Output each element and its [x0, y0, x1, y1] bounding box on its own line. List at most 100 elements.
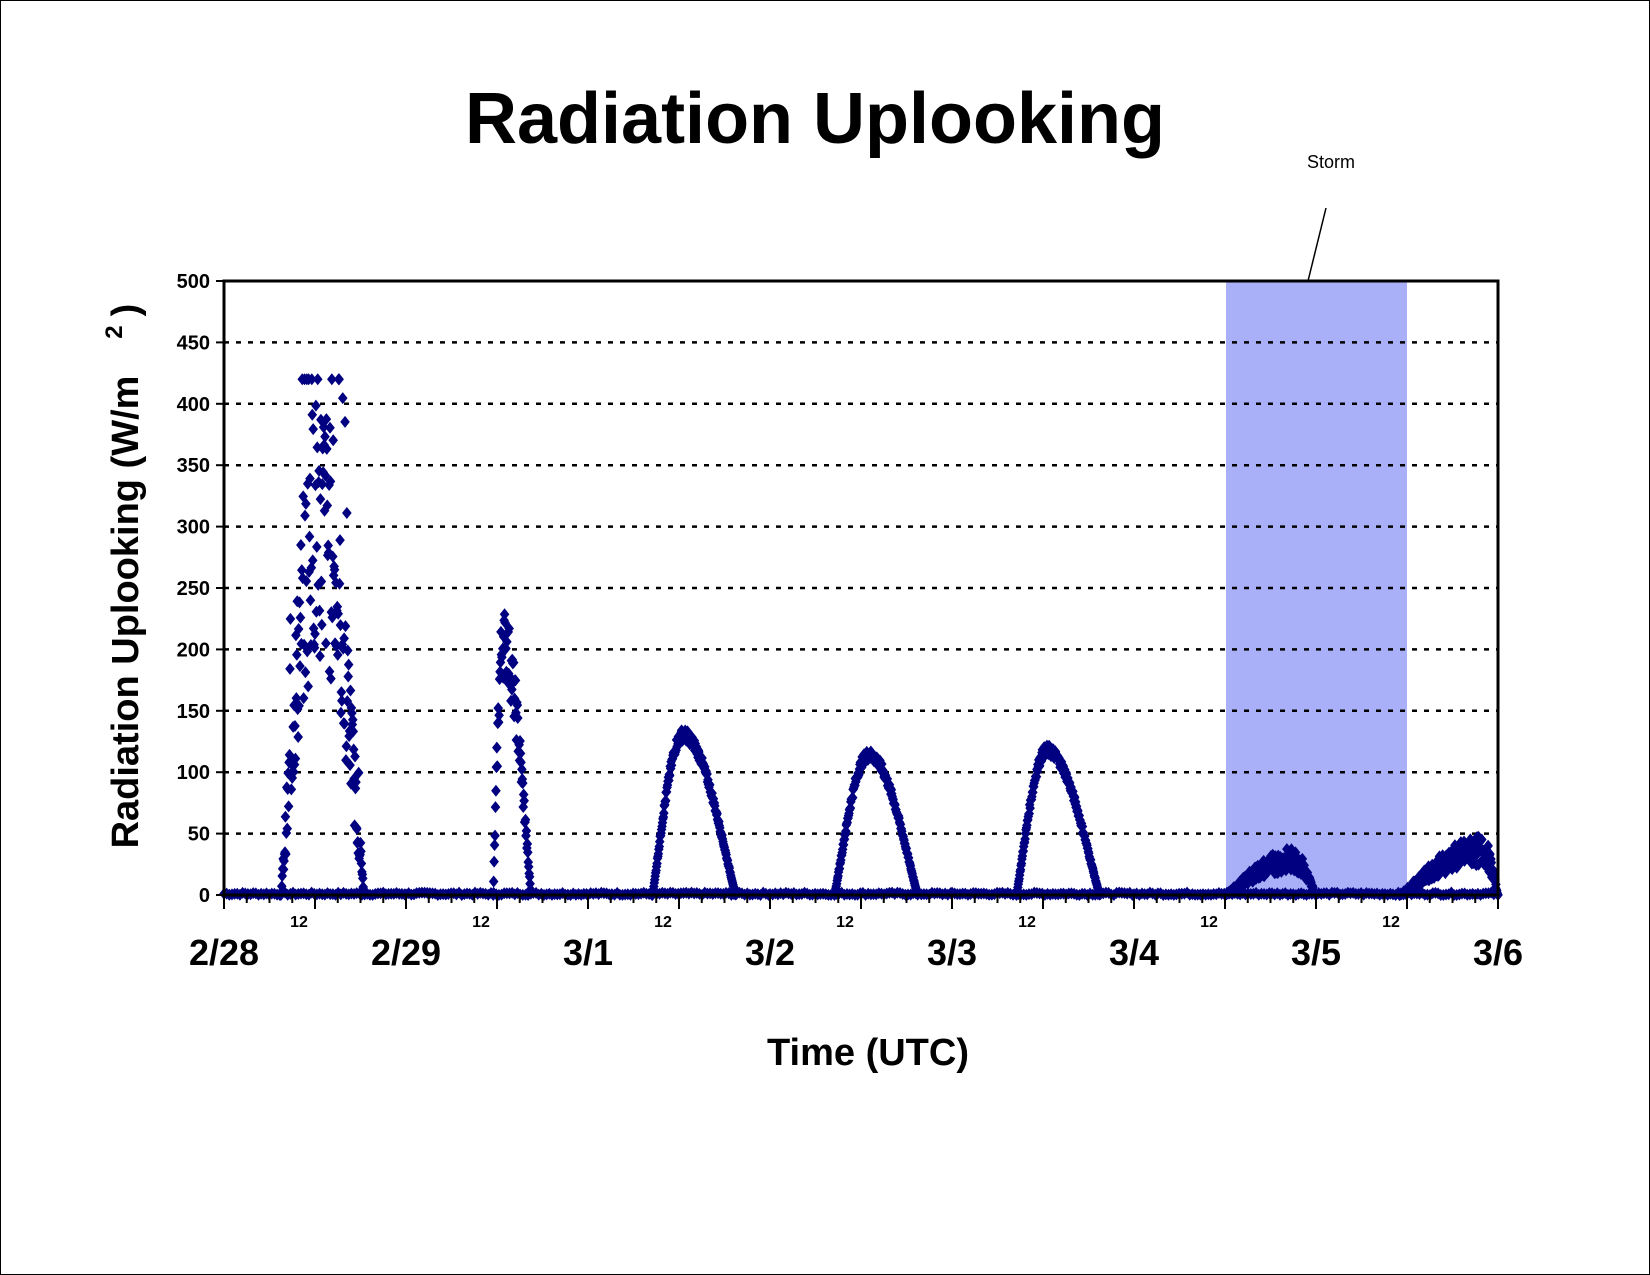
x-date-label: 3/3: [927, 932, 977, 973]
data-point: [348, 725, 359, 738]
data-point: [517, 777, 528, 790]
data-point: [521, 824, 532, 837]
data-point: [322, 499, 333, 512]
data-point: [512, 699, 523, 712]
data-point: [323, 546, 334, 559]
data-point: [307, 408, 318, 421]
data-point: [338, 642, 349, 655]
data-point: [351, 776, 361, 789]
data-point: [277, 870, 288, 883]
data-point: [285, 612, 296, 625]
data-point: [350, 750, 360, 763]
y-tick-label: 450: [177, 332, 210, 354]
data-point: [508, 656, 519, 669]
y-tick-label: 200: [177, 639, 210, 661]
data-point: [328, 434, 338, 447]
y-tick-label: 50: [188, 824, 210, 846]
data-point: [489, 838, 500, 851]
data-point: [493, 716, 504, 729]
data-point: [318, 421, 329, 434]
data-point: [296, 539, 306, 552]
data-point: [489, 855, 499, 868]
x-hour-label: 12: [836, 914, 854, 931]
data-point: [317, 478, 328, 491]
y-axis-label-close: ): [105, 304, 147, 317]
x-date-label: 3/2: [745, 932, 795, 973]
data-point: [523, 860, 534, 873]
data-point: [285, 662, 295, 675]
storm-annotation: Storm: [1307, 152, 1355, 172]
data-point: [321, 413, 332, 426]
y-tick-label: 350: [177, 455, 210, 477]
data-point: [871, 751, 882, 764]
data-point: [282, 822, 293, 835]
y-tick-label: 400: [177, 394, 210, 416]
data-point: [317, 618, 327, 631]
data-point: [329, 563, 340, 576]
data-point: [340, 415, 350, 428]
data-point: [687, 731, 697, 744]
data-point: [316, 575, 327, 588]
data-point: [1025, 802, 1035, 815]
data-point: [312, 373, 323, 386]
data-point: [488, 875, 499, 888]
data-point: [497, 651, 507, 664]
data-point: [347, 713, 358, 726]
data-point: [301, 575, 312, 588]
data-point: [659, 807, 669, 820]
data-point: [337, 392, 348, 405]
data-point: [704, 778, 715, 791]
data-point: [284, 748, 295, 761]
data-point: [312, 441, 323, 454]
data-point: [280, 810, 291, 823]
data-point: [325, 475, 336, 488]
data-point: [307, 554, 318, 567]
data-point: [342, 695, 353, 708]
x-date-label: 3/6: [1473, 932, 1523, 973]
x-date-label: 2/29: [371, 932, 441, 973]
x-axis-label: Time (UTC): [767, 1032, 969, 1074]
data-point: [303, 680, 313, 693]
data-point: [343, 658, 354, 671]
y-tick-label: 100: [177, 762, 210, 784]
data-point: [305, 594, 316, 607]
data-point: [320, 430, 330, 443]
data-point: [326, 672, 336, 685]
data-point: [311, 399, 321, 412]
data-point: [278, 863, 289, 876]
data-point: [304, 530, 315, 543]
x-hour-label: 12: [1382, 914, 1400, 931]
data-point: [847, 791, 858, 804]
data-point: [286, 783, 297, 796]
data-point: [310, 479, 321, 492]
y-tick-label: 250: [177, 578, 210, 600]
data-point: [510, 674, 521, 687]
data-point: [345, 759, 355, 772]
data-point: [352, 822, 362, 835]
data-point: [321, 637, 331, 650]
data-point: [334, 577, 345, 590]
y-tick-label: 500: [177, 271, 210, 293]
data-point: [298, 692, 309, 705]
x-hour-label: 12: [472, 914, 490, 931]
data-point: [327, 550, 338, 563]
data-point: [494, 709, 504, 722]
x-date-label: 2/28: [189, 932, 259, 973]
data-point: [876, 758, 887, 771]
data-point: [308, 423, 318, 436]
data-point: [491, 784, 501, 797]
data-point: [502, 635, 512, 648]
data-point: [348, 743, 359, 756]
data-point: [342, 506, 352, 519]
y-axis-label-group: Radiation Uplooking (W/m 2 ): [101, 304, 147, 849]
data-point: [290, 752, 301, 765]
data-point: [496, 625, 506, 638]
data-point: [343, 670, 354, 683]
data-point: [295, 660, 305, 673]
data-point: [490, 801, 501, 814]
x-date-label: 3/5: [1291, 932, 1341, 973]
data-point: [290, 720, 300, 733]
data-point: [293, 731, 303, 744]
y-tick-label: 300: [177, 517, 210, 539]
